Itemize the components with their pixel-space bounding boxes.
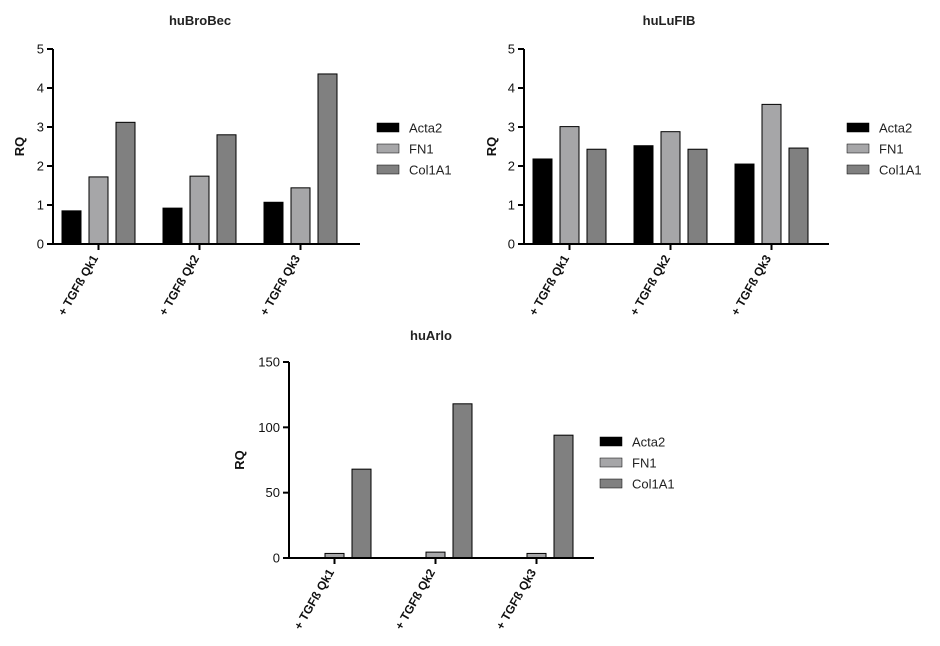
bar-col1a1-2 — [452, 403, 473, 559]
legend-label-acta2: Acta2 — [879, 121, 912, 136]
bar-fn1-3 — [761, 103, 782, 245]
chart-panel-0: huBroBec RQ 0 1 2 3 4 5 + TGFß Qk1 + TGFß Qk2 + TG… — [12, 13, 452, 318]
legend-label-acta2: Acta2 — [409, 121, 442, 136]
y-tick-label: 0 — [37, 237, 44, 252]
chart-panel-1: huLuFIB RQ 0 1 2 3 4 5 + TGFß Qk1 + TGFß Qk2 + TGF… — [484, 13, 922, 318]
bar-col1a1-2 — [216, 134, 237, 245]
bar-acta2-3 — [734, 163, 755, 245]
legend-swatch-acta2 — [846, 122, 870, 133]
x-category-label: + TGFß Qk3 — [728, 252, 774, 318]
y-tick-label: 100 — [258, 420, 280, 435]
x-category-label: + TGFß Qk3 — [257, 252, 303, 318]
x-category-label: + TGFß Qk1 — [291, 566, 337, 632]
bar-col1a1-3 — [788, 147, 809, 245]
chart-title: huLuFIB — [643, 13, 696, 28]
x-category-label: + TGFß Qk2 — [627, 252, 673, 318]
bar-fn1-2 — [660, 131, 681, 245]
y-tick-label: 3 — [508, 120, 515, 135]
legend-label-fn1: FN1 — [409, 142, 434, 157]
legend-swatch-fn1 — [846, 143, 870, 154]
legend: Acta2 FN1 Col1A1 — [599, 435, 675, 492]
chart-title: huBroBec — [169, 13, 231, 28]
legend-label-col1a1: Col1A1 — [409, 163, 452, 178]
bar-acta2-3 — [263, 201, 284, 245]
y-tick-label: 4 — [508, 81, 515, 96]
legend-swatch-acta2 — [599, 436, 623, 447]
bar-fn1-2 — [189, 175, 210, 245]
y-tick-label: 1 — [37, 198, 44, 213]
y-tick-label: 150 — [258, 355, 280, 370]
y-axis-title: RQ — [12, 137, 27, 157]
bar-fn1-1 — [559, 126, 580, 245]
x-category-label: + TGFß Qk1 — [526, 252, 572, 318]
y-tick-label: 2 — [508, 159, 515, 174]
y-tick-label: 3 — [37, 120, 44, 135]
y-tick-label: 5 — [508, 42, 515, 57]
bar-col1a1-3 — [317, 73, 338, 245]
y-tick-label: 4 — [37, 81, 44, 96]
y-axis-title: RQ — [484, 137, 499, 157]
legend-swatch-col1a1 — [376, 164, 400, 175]
legend-swatch-col1a1 — [846, 164, 870, 175]
legend-swatch-col1a1 — [599, 478, 623, 489]
legend-label-col1a1: Col1A1 — [879, 163, 922, 178]
legend: Acta2 FN1 Col1A1 — [846, 121, 922, 178]
bar-col1a1-3 — [553, 434, 574, 559]
y-axis-title: RQ — [232, 450, 247, 470]
y-tick-label: 0 — [508, 237, 515, 252]
bar-fn1-3 — [290, 187, 311, 245]
chart-panel-2: huArlo RQ 0 50 100 150 + TGFß Qk1 + TGFß Qk2 + T… — [232, 328, 675, 632]
legend-swatch-fn1 — [376, 143, 400, 154]
bar-acta2-2 — [633, 145, 654, 245]
x-category-label: + TGFß Qk3 — [493, 566, 539, 632]
y-tick-label: 5 — [37, 42, 44, 57]
x-category-label: + TGFß Qk1 — [55, 252, 101, 318]
legend-label-acta2: Acta2 — [632, 435, 665, 450]
bar-col1a1-2 — [687, 148, 708, 245]
legend-label-fn1: FN1 — [632, 456, 657, 471]
bar-col1a1-1 — [351, 468, 372, 559]
legend: Acta2 FN1 Col1A1 — [376, 121, 452, 178]
chart-title: huArlo — [410, 328, 452, 343]
bar-fn1-1 — [88, 176, 109, 245]
y-tick-label: 50 — [266, 485, 280, 500]
y-tick-label: 1 — [508, 198, 515, 213]
legend-label-fn1: FN1 — [879, 142, 904, 157]
bar-col1a1-1 — [586, 148, 607, 245]
y-tick-label: 2 — [37, 159, 44, 174]
x-category-label: + TGFß Qk2 — [392, 566, 438, 632]
legend-label-col1a1: Col1A1 — [632, 477, 675, 492]
legend-swatch-fn1 — [599, 457, 623, 468]
y-tick-label: 0 — [273, 551, 280, 566]
bar-col1a1-1 — [115, 121, 136, 245]
bar-acta2-1 — [61, 210, 82, 245]
bar-acta2-2 — [162, 207, 183, 245]
bar-acta2-1 — [532, 158, 553, 245]
legend-swatch-acta2 — [376, 122, 400, 133]
x-category-label: + TGFß Qk2 — [156, 252, 202, 318]
